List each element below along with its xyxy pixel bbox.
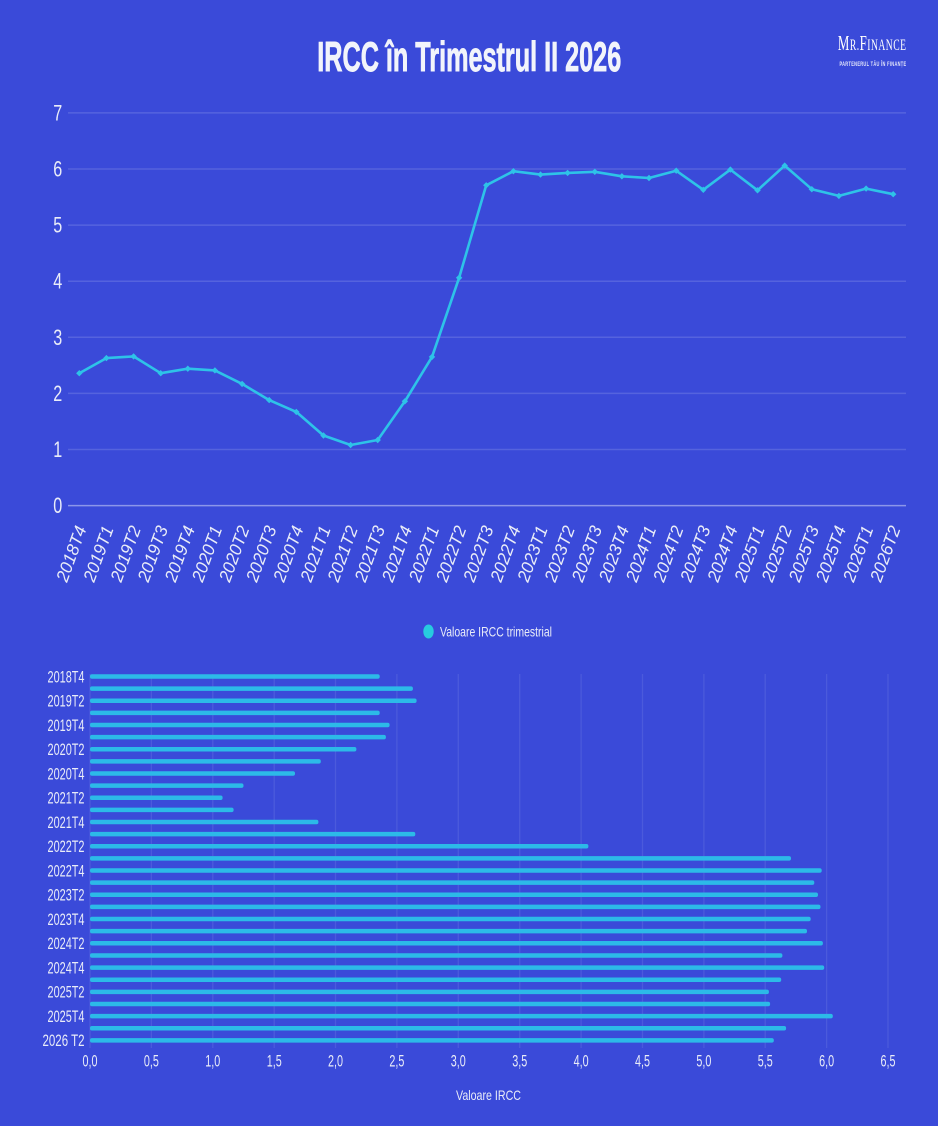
svg-text:2020T2: 2020T2 <box>48 740 85 759</box>
svg-text:Valoare IRCC trimestrial: Valoare IRCC trimestrial <box>440 624 552 640</box>
svg-text:2025T4: 2025T4 <box>48 1007 85 1026</box>
svg-text:2: 2 <box>53 381 62 406</box>
svg-text:4: 4 <box>53 269 62 294</box>
svg-text:2024T4: 2024T4 <box>48 958 85 977</box>
svg-text:3: 3 <box>53 325 62 350</box>
svg-text:2018T4: 2018T4 <box>48 667 85 686</box>
svg-text:7: 7 <box>53 100 62 125</box>
svg-text:Valoare IRCC: Valoare IRCC <box>456 1087 521 1103</box>
svg-text:4,5: 4,5 <box>635 1052 650 1071</box>
svg-text:2025T2: 2025T2 <box>48 983 85 1002</box>
svg-text:2022T2: 2022T2 <box>48 837 85 856</box>
svg-text:2020T4: 2020T4 <box>48 764 85 783</box>
svg-text:2,0: 2,0 <box>328 1052 343 1071</box>
svg-text:0,0: 0,0 <box>83 1052 98 1071</box>
svg-text:5,5: 5,5 <box>758 1052 773 1071</box>
svg-text:2026 T2: 2026 T2 <box>43 1031 85 1050</box>
svg-text:5,0: 5,0 <box>696 1052 711 1071</box>
svg-text:1: 1 <box>53 437 62 462</box>
svg-text:2,5: 2,5 <box>389 1052 404 1071</box>
svg-text:0: 0 <box>53 493 62 518</box>
svg-text:2021T2: 2021T2 <box>48 789 85 808</box>
svg-text:3,0: 3,0 <box>451 1052 466 1071</box>
svg-text:2023T4: 2023T4 <box>48 910 85 929</box>
svg-text:2019T2: 2019T2 <box>48 692 85 711</box>
svg-text:5: 5 <box>53 213 62 238</box>
svg-text:2024T2: 2024T2 <box>48 934 85 953</box>
svg-text:6,5: 6,5 <box>881 1052 896 1071</box>
svg-text:2021T4: 2021T4 <box>48 813 85 832</box>
svg-text:4,0: 4,0 <box>574 1052 589 1071</box>
svg-text:3,5: 3,5 <box>512 1052 527 1071</box>
svg-text:1,5: 1,5 <box>267 1052 282 1071</box>
svg-text:6,0: 6,0 <box>819 1052 834 1071</box>
svg-text:0,5: 0,5 <box>144 1052 159 1071</box>
svg-text:6: 6 <box>53 157 62 182</box>
svg-text:2019T4: 2019T4 <box>48 716 85 735</box>
svg-text:2022T4: 2022T4 <box>48 861 85 880</box>
svg-text:2023T2: 2023T2 <box>48 886 85 905</box>
svg-text:1,0: 1,0 <box>205 1052 220 1071</box>
